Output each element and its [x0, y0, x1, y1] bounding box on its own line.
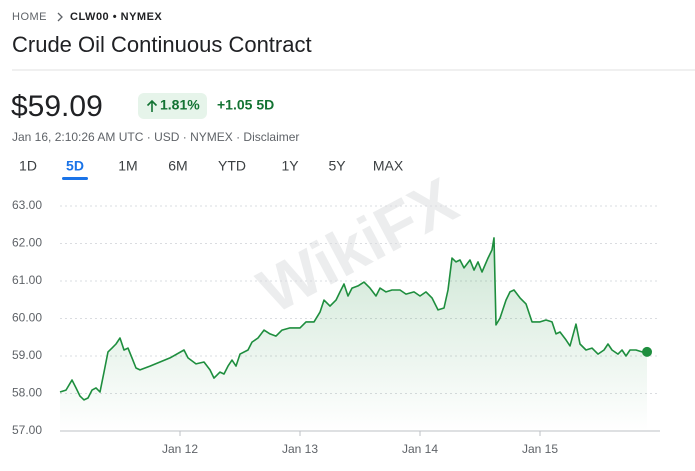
x-tick-label: Jan 15	[522, 442, 558, 456]
breadcrumb-symbol: CLW00 • NYMEX	[70, 11, 162, 23]
range-tab[interactable]: 5D	[66, 158, 84, 174]
plot: WikiFX57.0058.0059.0060.0061.0062.0063.0…	[12, 164, 660, 456]
end-dot	[642, 346, 653, 357]
y-tick-label: 62.00	[12, 236, 42, 250]
x-tick-label: Jan 14	[402, 442, 438, 456]
tab-underline	[62, 177, 88, 180]
y-tick-label: 57.00	[12, 423, 42, 437]
range-tab[interactable]: YTD	[218, 158, 246, 174]
breadcrumb-chevron	[57, 12, 63, 22]
up-arrow	[146, 99, 158, 112]
range-tab[interactable]: MAX	[373, 158, 404, 174]
change-pill	[138, 93, 207, 119]
y-tick-label: 63.00	[12, 198, 42, 212]
y-tick-label: 60.00	[12, 311, 42, 325]
y-tick-label: 59.00	[12, 348, 42, 362]
range-tab[interactable]: 1Y	[281, 158, 299, 174]
range-tab[interactable]: 6M	[168, 158, 187, 174]
x-tick-label: Jan 13	[282, 442, 318, 456]
range-tabs: 1D 5D 1M 6M YTD 1Y 5Y MAX	[19, 158, 404, 180]
y-tick-label: 61.00	[12, 273, 42, 287]
price-line	[59, 237, 647, 401]
price: $59.09	[11, 90, 103, 123]
change-percent: 1.81%	[160, 97, 200, 113]
change-abs: +1.05 5D	[217, 97, 274, 113]
title: Crude Oil Continuous Contract	[12, 32, 312, 57]
info-line: Jan 16, 2:10:26 AM UTC · USD · NYMEX · D…	[12, 130, 299, 144]
x-tick-label: Jan 12	[162, 442, 198, 456]
y-tick-label: 58.00	[12, 386, 42, 400]
range-tab[interactable]: 5Y	[328, 158, 346, 174]
range-tab[interactable]: 1M	[118, 158, 137, 174]
breadcrumb-home[interactable]: HOME	[12, 11, 47, 23]
area	[60, 237, 648, 431]
range-tab[interactable]: 1D	[19, 158, 37, 174]
